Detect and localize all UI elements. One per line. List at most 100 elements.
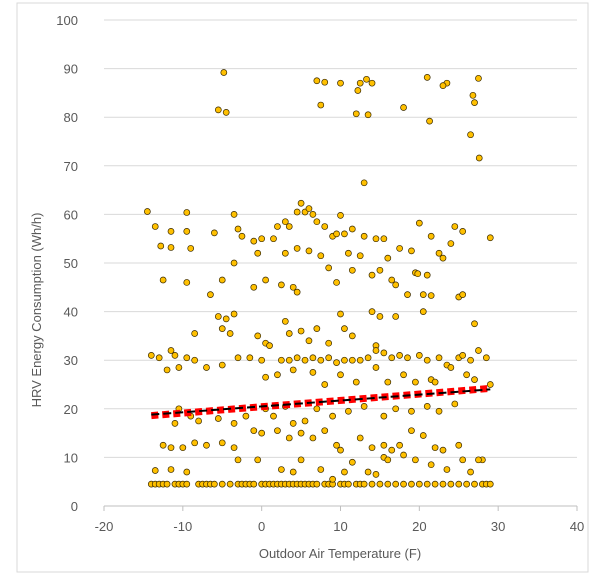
- data-point-160: [459, 291, 467, 298]
- data-point-227: [309, 369, 317, 376]
- y-tick-label-2: 20: [64, 402, 78, 417]
- data-point-142: [439, 254, 447, 262]
- y-tick-label-7: 70: [64, 159, 78, 174]
- data-point-132: [486, 234, 494, 242]
- data-point-4: [163, 480, 171, 488]
- data-point-55: [447, 480, 455, 488]
- data-point-310: [459, 456, 467, 464]
- data-point-267: [191, 439, 199, 447]
- data-point-224: [262, 373, 269, 381]
- data-point-97: [238, 232, 246, 240]
- data-point-197: [364, 354, 372, 362]
- x-tick-label-1: -10: [173, 519, 192, 534]
- data-point-125: [372, 235, 380, 243]
- axes: [103, 505, 578, 511]
- data-point-282: [380, 441, 388, 449]
- data-point-76: [423, 73, 431, 81]
- data-point-311: [467, 468, 474, 476]
- data-point-301: [348, 458, 356, 466]
- data-point-294: [254, 456, 262, 464]
- data-point-303: [372, 471, 380, 478]
- data-point-57: [463, 480, 470, 488]
- data-point-80: [469, 91, 477, 99]
- data-point-283: [388, 446, 396, 454]
- data-point-232: [384, 378, 392, 386]
- data-point-241: [486, 381, 494, 388]
- data-point-239: [463, 371, 470, 379]
- data-point-198: [372, 347, 380, 354]
- data-point-262: [435, 407, 443, 415]
- data-point-56: [455, 480, 463, 488]
- data-point-231: [372, 364, 380, 371]
- data-point-79: [475, 74, 482, 82]
- data-point-217: [203, 364, 210, 371]
- data-point-200: [388, 354, 396, 362]
- data-point-288: [439, 446, 447, 454]
- data-point-185: [471, 320, 478, 328]
- data-point-121: [337, 212, 344, 219]
- data-point-287: [431, 444, 439, 452]
- data-point-74: [364, 111, 372, 119]
- data-point-100: [270, 235, 277, 243]
- data-point-291: [167, 466, 175, 473]
- data-point-259: [392, 405, 400, 413]
- y-tick-label-9: 90: [64, 62, 78, 77]
- y-tick-label-0: 0: [71, 499, 78, 514]
- data-point-98: [250, 237, 258, 245]
- data-point-71: [363, 75, 370, 83]
- data-point-93: [187, 245, 195, 252]
- data-point-234: [412, 378, 419, 386]
- data-point-13: [211, 480, 218, 488]
- data-point-83: [467, 131, 474, 139]
- data-point-47: [384, 480, 392, 488]
- data-point-117: [313, 218, 321, 226]
- data-point-14: [218, 480, 226, 488]
- data-point-263: [451, 400, 459, 408]
- data-point-284: [396, 441, 403, 449]
- data-point-8: [183, 480, 191, 488]
- data-point-253: [301, 417, 309, 425]
- data-point-105: [230, 259, 238, 267]
- data-point-20: [250, 480, 258, 488]
- data-point-177: [337, 310, 344, 318]
- data-point-102: [159, 276, 167, 284]
- data-point-139: [384, 254, 392, 262]
- data-point-250: [270, 412, 277, 420]
- data-point-48: [392, 480, 400, 488]
- data-point-201: [396, 351, 403, 359]
- data-point-61: [486, 480, 494, 488]
- data-point-129: [427, 232, 435, 240]
- data-point-258: [380, 412, 388, 420]
- data-point-73: [352, 110, 360, 118]
- data-point-161: [414, 270, 422, 278]
- data-point-107: [250, 283, 258, 291]
- data-point-195: [348, 356, 356, 364]
- data-point-164: [230, 310, 238, 318]
- data-point-186: [278, 356, 285, 364]
- data-point-246: [214, 415, 222, 422]
- data-point-49: [400, 480, 407, 488]
- data-point-113: [297, 199, 305, 207]
- data-point-257: [360, 403, 368, 410]
- y-tick-label-1: 10: [64, 450, 78, 465]
- data-point-133: [281, 249, 289, 257]
- data-point-313: [475, 456, 482, 464]
- data-point-92: [167, 244, 175, 251]
- data-point-233: [400, 371, 407, 379]
- data-point-106: [207, 291, 214, 298]
- data-point-295: [278, 466, 285, 473]
- data-point-163: [222, 315, 230, 323]
- y-tick-label-6: 60: [64, 207, 78, 222]
- data-point-137: [345, 249, 352, 257]
- data-point-278: [333, 441, 340, 449]
- data-point-54: [439, 480, 447, 488]
- data-point-148: [333, 279, 340, 286]
- x-axis-title: Outdoor Air Temperature (F): [259, 546, 421, 561]
- x-tick-label-6: 40: [570, 519, 584, 534]
- data-point-245: [195, 417, 202, 425]
- data-point-168: [254, 332, 262, 340]
- data-point-78: [439, 82, 447, 89]
- data-point-179: [348, 332, 356, 340]
- gridlines: [104, 19, 577, 458]
- data-point-152: [388, 276, 396, 284]
